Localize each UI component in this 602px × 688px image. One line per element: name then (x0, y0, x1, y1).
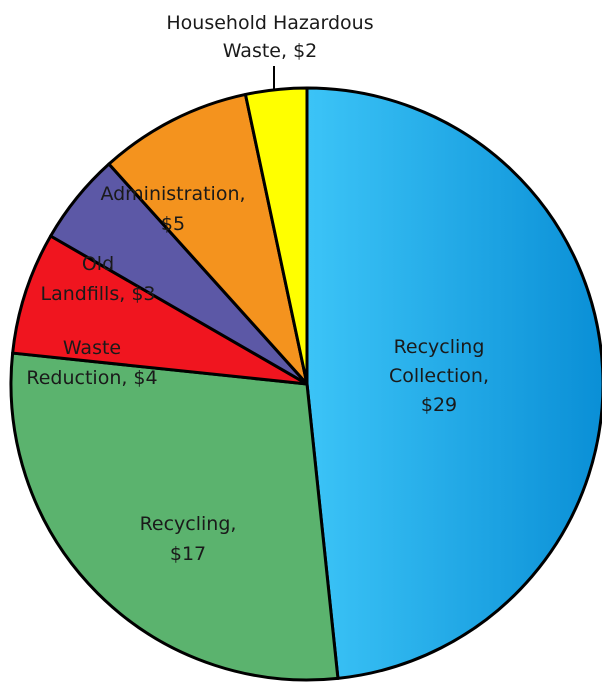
pie-slice-waste-reduction (11, 234, 309, 386)
slice-label-line: $5 (161, 213, 185, 235)
pie-slice-administration (107, 92, 309, 386)
slice-label-line: $29 (421, 394, 457, 416)
slice-label-line: Recycling, (140, 513, 237, 535)
slice-label-waste-reduction: Waste Reduction, $4 (26, 337, 157, 389)
pie-slice-recycling-collection (305, 86, 602, 680)
pie-labels: Recycling Collection, $29 Recycling, $17 Wast… (26, 12, 489, 565)
slice-label-line: Administration, (100, 183, 245, 205)
pie-slice-recycling (9, 351, 340, 682)
slice-label-line: Landfills, $3 (40, 283, 155, 305)
slice-label-line: Waste (63, 337, 121, 359)
slice-label-line: Reduction, $4 (26, 367, 157, 389)
slice-label-line: Recycling (394, 336, 485, 358)
slice-label-line: Collection, (389, 365, 489, 387)
slice-label-line: $17 (170, 543, 206, 565)
slice-label-recycling: Recycling, $17 (140, 513, 237, 565)
slice-label-recycling-collection: Recycling Collection, $29 (389, 336, 489, 416)
pie-slices (9, 86, 602, 682)
slice-label-administration: Administration, $5 (100, 183, 245, 235)
slice-label-line: Household Hazardous (166, 12, 373, 34)
slice-label-line: Old (82, 253, 114, 275)
slice-label-old-landfills: Old Landfills, $3 (40, 253, 155, 305)
slice-label-line: Waste, $2 (223, 40, 318, 62)
pie-slice-household-hazardous-waste (243, 86, 309, 386)
slice-label-household-hazardous-waste: Household Hazardous Waste, $2 (166, 12, 373, 62)
